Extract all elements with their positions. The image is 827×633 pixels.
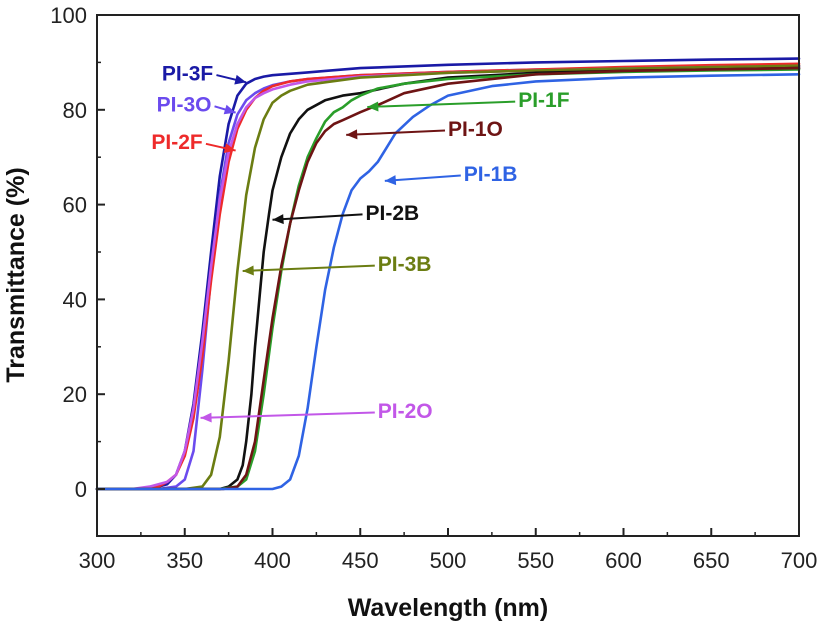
x-tick-label-400: 400: [254, 548, 291, 573]
annotation-label-pi-2o: PI-2O: [378, 400, 433, 423]
annotation-arrow-pi-1f: [367, 100, 516, 108]
y-tick-label-60: 60: [63, 193, 87, 218]
x-tick-label-350: 350: [166, 548, 203, 573]
series-line-pi-1b: [95, 73, 801, 491]
annotation-arrow-pi-1o: [346, 129, 446, 136]
annotation-arrowhead-pi-1b: [384, 175, 397, 186]
series-line-pi-2b: [95, 66, 801, 491]
x-tick-label-550: 550: [517, 548, 554, 573]
x-tick-label-650: 650: [693, 548, 730, 573]
series-line-pi-1f: [95, 68, 801, 491]
x-tick-label-600: 600: [605, 548, 642, 573]
annotation-label-pi-1b: PI-1B: [464, 163, 518, 186]
annotation-label-pi-1o: PI-1O: [448, 118, 503, 141]
annotation-arrowhead-pi-2o: [200, 412, 212, 423]
annotation-arrowhead-pi-3o: [223, 104, 236, 115]
annotation-arrowhead-pi-2b: [272, 214, 284, 225]
y-tick-label-100: 100: [50, 3, 87, 28]
annotation-arrow-pi-2b: [272, 213, 363, 221]
annotation-label-pi-3f: PI-3F: [162, 62, 214, 85]
annotation-arrowhead-pi-1f: [367, 101, 379, 112]
y-tick-label-80: 80: [63, 98, 87, 123]
y-tick-label-0: 0: [75, 477, 87, 502]
x-tick-label-450: 450: [342, 548, 379, 573]
x-tick-label-700: 700: [781, 548, 818, 573]
x-axis-title: Wavelength (nm): [348, 594, 548, 622]
annotation-arrowhead-pi-3f: [234, 74, 247, 85]
annotation-layer: PI-3F PI-3O PI-2F PI-2O PI-3B PI-2B PI-1F PI-1O…: [151, 62, 569, 422]
annotation-label-pi-2f: PI-2F: [151, 131, 203, 154]
series-line-pi-3b: [95, 64, 801, 491]
annotation-arrow-pi-1b: [384, 174, 461, 182]
annotation-label-pi-3o: PI-3O: [157, 94, 212, 117]
series-layer: [95, 57, 801, 491]
series-line-pi-1o: [95, 66, 801, 491]
annotation-arrow-pi-3b: [242, 264, 375, 272]
annotation-arrowhead-pi-1o: [346, 129, 358, 140]
y-tick-label-20: 20: [63, 382, 87, 407]
x-tick-label-300: 300: [79, 548, 116, 573]
annotation-arrow-pi-2o: [200, 411, 375, 419]
x-tick-label-500: 500: [430, 548, 467, 573]
y-axis-title: Transmittance (%): [2, 167, 30, 382]
annotation-arrowhead-pi-3b: [242, 265, 254, 276]
y-tick-label-40: 40: [63, 287, 87, 312]
annotation-label-pi-1f: PI-1F: [518, 89, 570, 112]
annotation-label-pi-3b: PI-3B: [378, 253, 432, 276]
annotation-arrowhead-pi-2f: [223, 143, 236, 153]
axis-ticks: 300 350 400 450 500 550 600 650 700 0 20 40 60 80 100: [50, 3, 817, 573]
annotation-label-pi-2b: PI-2B: [366, 202, 420, 225]
